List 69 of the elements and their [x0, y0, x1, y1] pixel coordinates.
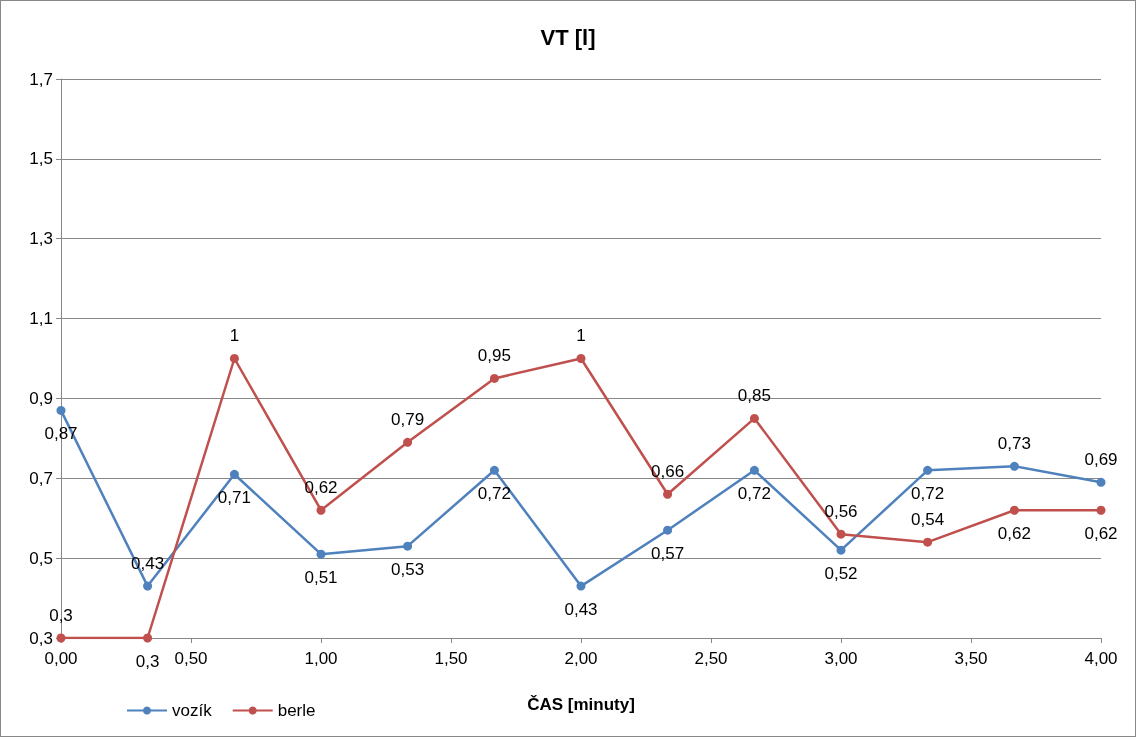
- point: [403, 437, 413, 447]
- y-tick-label: 0,7: [29, 468, 53, 488]
- point: [1096, 477, 1106, 487]
- point: [489, 465, 499, 475]
- data-label: 0,53: [391, 559, 425, 579]
- y-tick-label: 0,3: [29, 628, 53, 648]
- data-label: 0,72: [477, 483, 511, 503]
- data-label: 0,54: [911, 509, 945, 529]
- y-tick-label: 1,5: [29, 149, 53, 169]
- x-tick-label: 3,00: [824, 649, 858, 668]
- y-tick-label: 1,7: [29, 69, 53, 89]
- data-label: 0,71: [217, 487, 251, 507]
- point: [749, 413, 759, 423]
- legend-label: vozík: [172, 701, 213, 720]
- x-tick-label: 1,00: [304, 649, 338, 668]
- data-label: 0,62: [997, 523, 1031, 543]
- legend-label: berle: [277, 701, 316, 720]
- point: [56, 405, 66, 415]
- data-label: 1: [229, 326, 240, 345]
- data-label: 0,43: [564, 599, 598, 619]
- y-tick-label: 0,5: [29, 548, 53, 568]
- data-label: 0,62: [1084, 523, 1118, 543]
- point: [56, 633, 66, 643]
- point: [1096, 505, 1106, 515]
- x-tick-label: 0,50: [174, 649, 208, 668]
- data-label: 0,72: [911, 483, 945, 503]
- point: [663, 489, 673, 499]
- data-label: 0,72: [737, 483, 771, 503]
- point: [1009, 461, 1019, 471]
- point: [576, 354, 586, 363]
- x-tick-label: 1,50: [434, 649, 468, 668]
- y-tick-label: 1,3: [29, 229, 53, 249]
- point: [316, 505, 326, 515]
- data-label: 0,51: [304, 567, 338, 587]
- x-tick-label: 0,00: [44, 649, 78, 668]
- data-label: 0,73: [997, 433, 1031, 453]
- point: [143, 633, 153, 643]
- point: [836, 545, 846, 555]
- point: [923, 537, 933, 547]
- point: [316, 549, 326, 559]
- data-label: 0,52: [824, 563, 858, 583]
- data-label: 0,57: [651, 543, 685, 563]
- point: [229, 469, 239, 479]
- point: [489, 373, 499, 383]
- x-tick-label: 2,50: [694, 649, 728, 668]
- x-tick-label: 2,00: [564, 649, 598, 668]
- point: [403, 541, 413, 551]
- chart-title: VT [l]: [540, 24, 596, 50]
- y-tick-label: 0,9: [29, 388, 53, 408]
- data-label: 0,95: [477, 345, 511, 365]
- data-label: 0,85: [737, 385, 771, 405]
- data-label: 0,69: [1084, 449, 1118, 469]
- data-label: 0,79: [391, 409, 425, 429]
- point: [663, 525, 673, 535]
- point: [143, 581, 153, 591]
- point: [923, 465, 933, 475]
- data-label: 0,3: [135, 651, 160, 671]
- point: [836, 529, 846, 539]
- x-tick-label: 3,50: [954, 649, 988, 668]
- x-tick-label: 4,00: [1084, 649, 1118, 668]
- data-label: 0,56: [824, 501, 858, 521]
- y-tick-label: 1,1: [29, 309, 53, 329]
- data-label: 0,3: [49, 605, 73, 625]
- x-axis-title: ČAS [minuty]: [527, 695, 635, 714]
- point: [229, 354, 239, 363]
- point: [576, 581, 586, 591]
- point: [1009, 505, 1019, 515]
- point: [749, 465, 759, 475]
- data-label: 1: [576, 326, 586, 345]
